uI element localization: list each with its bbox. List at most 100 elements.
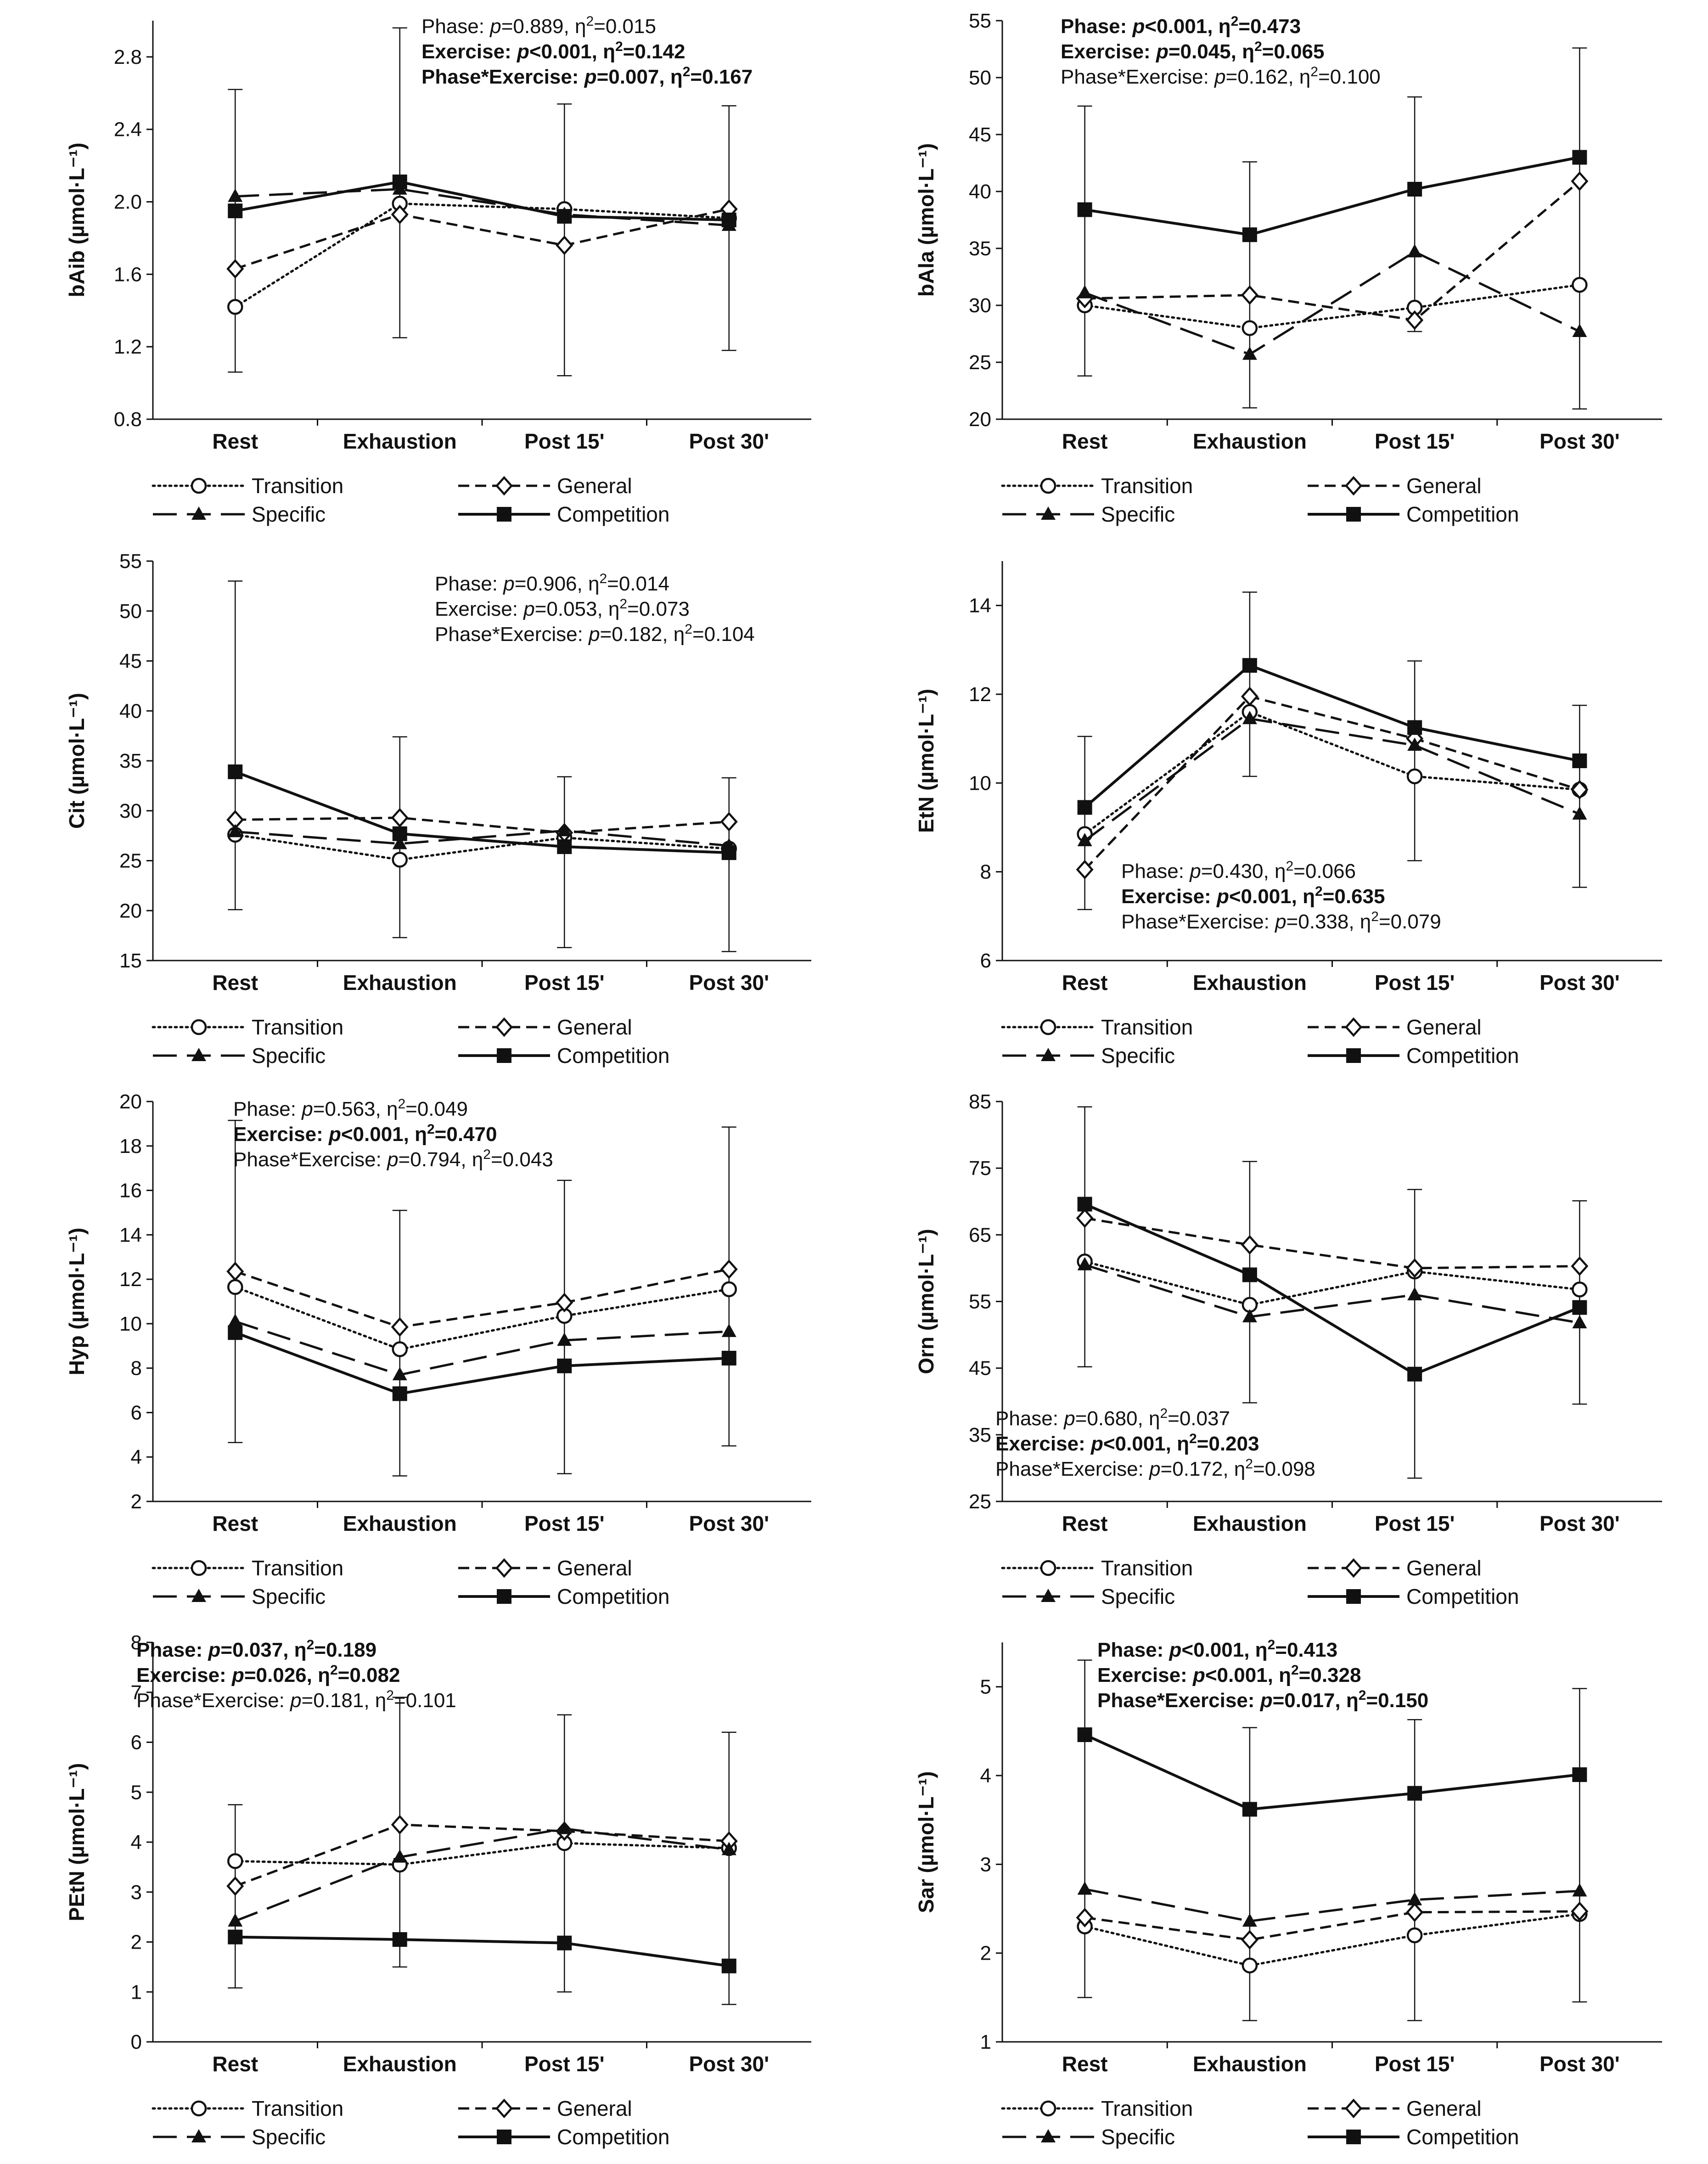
legend-label: Transition [252,474,343,498]
y-tick-label: 1.6 [114,263,142,286]
data-point-specific [557,1821,572,1834]
y-tick-label: 8 [131,1357,142,1380]
y-tick-label: 5 [131,1781,142,1804]
x-tick-label: Post 30' [689,2052,769,2076]
legend-marker [1040,478,1056,494]
data-point-competition [1242,1802,1257,1817]
legend-marker [191,1560,207,1576]
x-tick-label: Post 30' [689,429,769,453]
data-point-general [1241,686,1259,707]
legend-label: General [1406,1556,1482,1580]
stats-line: Phase: p=0.906, η2=0.014 [435,571,669,595]
legend-label: Transition [1101,1015,1193,1039]
x-tick-label: Exhaustion [1193,1512,1307,1535]
data-point-competition [392,826,407,841]
y-tick-label: 15 [119,950,142,972]
data-point-competition [721,845,736,860]
data-point-specific [1242,346,1257,360]
data-point-competition [1242,1267,1257,1282]
data-point-general [226,259,244,279]
y-tick-label: 75 [969,1157,991,1180]
data-point-specific [228,1913,243,1927]
series-line-competition [235,1331,729,1395]
data-point-competition [1572,753,1587,768]
data-point-competition [1242,658,1257,673]
legend-label: General [557,1015,632,1039]
data-point-specific [1242,1309,1257,1322]
y-tick-label: 2 [131,1490,142,1513]
data-point-competition [392,1386,407,1401]
data-point-general [1241,1235,1259,1255]
data-point-general [391,1317,409,1337]
stats-line: Exercise: p=0.026, η2=0.082 [136,1663,400,1686]
series-line-specific [1084,1264,1580,1324]
data-point-competition [1407,182,1422,197]
y-tick-label: 30 [969,294,991,317]
y-tick-label: 50 [119,600,142,623]
chart-panel-1: 0.8 1.2 1.6 2.0 2.4 2.8 Rest Exhaustion Post 15'… [65,14,811,526]
stats-line: Exercise: p<0.001, η2=0.635 [1121,884,1385,908]
y-axis-title: Sar (µmol·L⁻¹) [914,1771,938,1913]
y-tick-label: 50 [969,67,991,89]
data-point-general [556,235,573,255]
legend-marker [1041,1048,1056,1061]
data-point-competition [557,1358,572,1373]
data-point-general [1406,1902,1424,1922]
data-point-general [391,204,409,225]
stats-line: Phase: p=0.889, η2=0.015 [421,14,656,38]
y-tick-label: 2 [980,1942,991,1965]
stats-line: Exercise: p=0.053, η2=0.073 [435,596,690,620]
y-tick-label: 1 [131,1981,142,2003]
x-tick-label: Rest [212,429,258,453]
series-line-specific [1084,250,1580,356]
legend-marker [495,2098,513,2119]
data-point-general [226,1876,244,1896]
stats-line: Phase: p=0.563, η2=0.049 [233,1096,468,1120]
data-point-transition [721,1281,737,1298]
stats-line: Phase*Exercise: p=0.162, η2=0.100 [1061,64,1381,88]
data-point-transition [1406,1927,1423,1944]
data-point-competition [1077,800,1092,815]
y-tick-label: 10 [969,772,991,794]
data-point-specific [1242,711,1257,725]
y-axis-title: Hyp (µmol·L⁻¹) [65,1228,89,1376]
x-tick-label: Exhaustion [343,1512,457,1535]
x-tick-label: Rest [212,1512,258,1535]
series-line-general [235,208,730,270]
data-point-specific [1077,285,1092,298]
x-tick-label: Post 30' [1539,1512,1620,1535]
y-tick-label: 2.0 [114,191,142,214]
legend-label: Specific [252,1044,326,1068]
data-point-specific [1407,244,1422,258]
legend-marker [1346,1048,1361,1063]
legend-label: Specific [252,2125,326,2149]
data-point-transition [227,1853,243,1869]
x-tick-label: Exhaustion [1193,971,1307,995]
series-line-general [1084,1217,1580,1270]
series-line-transition [234,1286,730,1351]
y-tick-label: 45 [969,124,991,146]
y-tick-label: 55 [969,10,991,32]
data-point-general [391,808,409,828]
data-point-specific [1407,1287,1422,1300]
data-point-competition [1407,1366,1422,1382]
y-tick-label: 3 [980,1853,991,1876]
data-point-transition [392,852,408,868]
x-tick-label: Post 15' [1375,971,1455,995]
data-point-competition [392,1932,407,1947]
legend-label: Specific [1101,1044,1175,1068]
series-line-specific [1084,717,1580,842]
legend-label: Transition [1101,2097,1193,2120]
legend-marker [497,1048,511,1063]
y-tick-label: 20 [119,1090,142,1113]
legend-marker [1041,1589,1056,1602]
stats-line: Phase: p=0.037, η2=0.189 [136,1637,376,1661]
y-tick-label: 4 [131,1831,142,1854]
y-tick-label: 25 [969,351,991,374]
y-tick-label: 10 [119,1313,142,1335]
data-point-general [391,1815,409,1835]
legend-marker [1344,476,1363,496]
data-point-transition [1572,1282,1588,1298]
legend-marker [191,478,207,494]
chart-panel-8: 1 2 3 4 5 Rest Exhaustion Post 15' Post 30' Sar (… [914,1637,1662,2149]
